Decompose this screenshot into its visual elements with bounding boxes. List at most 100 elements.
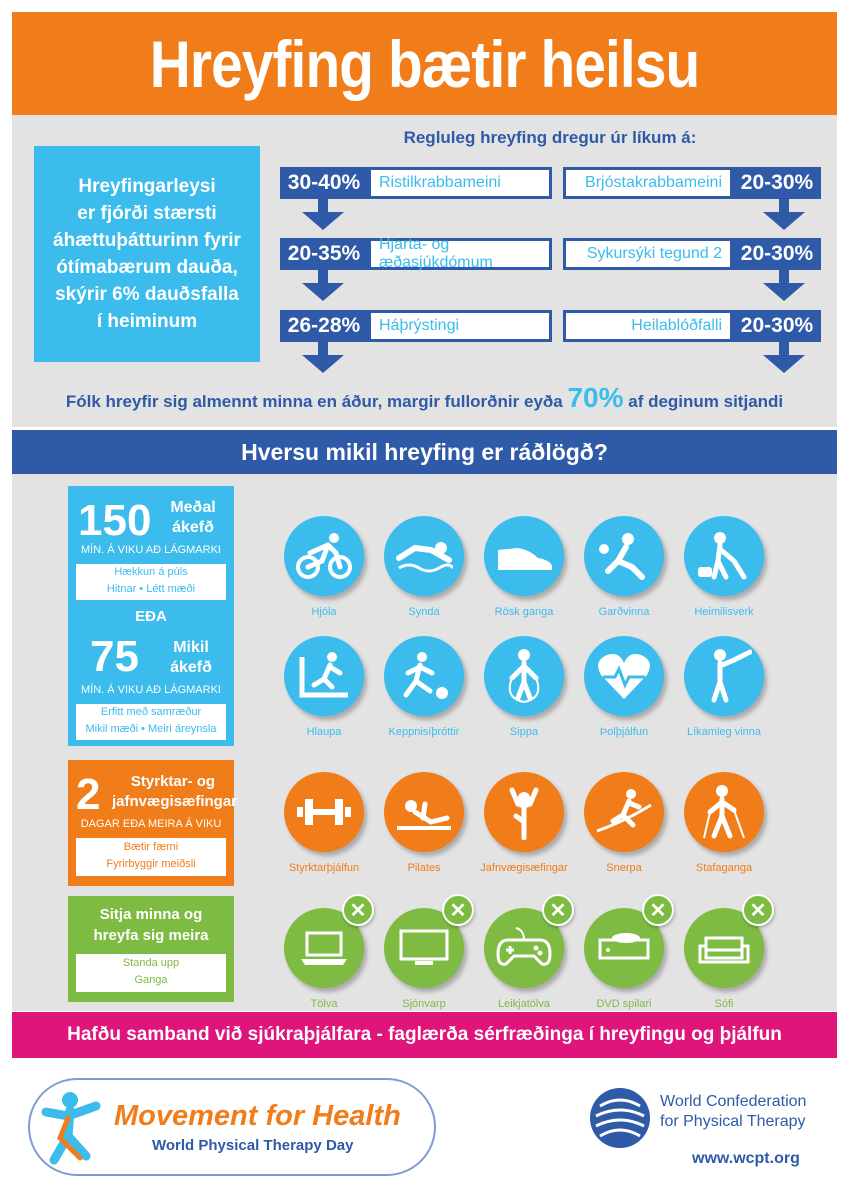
stat-percent: 20-35% [287, 242, 361, 265]
close-icon: ✕ [742, 894, 774, 926]
moderate-details: Hækkun á púls Hitnar • Létt mæði [76, 564, 226, 600]
activity-label: Tölva [310, 998, 338, 1010]
page-title: Hreyfing bætir heilsu [149, 26, 700, 101]
callout-line: í heiminum [96, 311, 198, 332]
activity-label: Sippa [509, 726, 539, 738]
intensity-line: ákefð [170, 659, 212, 676]
stat-label: Brjóstakrabbameini [566, 170, 730, 196]
nordic-walk-icon [684, 772, 764, 852]
activity-balance: Jafnvægisæfingar [474, 772, 574, 874]
avoid-computer: ✕ Tölva [274, 894, 374, 1010]
activity-label: Keppnisíþróttir [388, 726, 460, 738]
activity-nordic-walking: Stafaganga [674, 772, 774, 874]
stat-percent: 20-30% [740, 314, 814, 337]
recommendation-heading: Hversu mikil hreyfing er ráðlögð? [12, 430, 837, 474]
stat-colon-cancer: 30-40% Ristilkrabbameini [280, 167, 552, 199]
sit-line: Sitja minna og [99, 906, 203, 923]
activity-label: Hlaupa [306, 726, 342, 738]
movement-for-health-title: Movement for Health [114, 1100, 401, 1132]
activity-label: Stafaganga [695, 862, 753, 874]
activity-sports: Keppnisíþróttir [374, 636, 474, 738]
gamepad-icon: ✕ [484, 894, 574, 988]
detail-line: Mikil mæði • Meiri áreynsla [85, 723, 217, 735]
activity-label: Rösk ganga [494, 606, 554, 618]
activity-label: Synda [408, 606, 440, 618]
sit-less-box: Sitja minna og hreyfa sig meira Standa u… [68, 896, 234, 1002]
moderate-intensity-box: 150 Meðal ákefð MÍN. Á VIKU AÐ LÁGMARKI … [68, 486, 234, 606]
activity-label: Leikjatölva [498, 998, 550, 1010]
down-arrow-icon [302, 283, 344, 301]
activity-agility: Snerpa [574, 772, 674, 874]
activity-cycle: Hjóla [274, 516, 374, 618]
activity-label: Hjóla [311, 606, 337, 618]
activity-run: Hlaupa [274, 636, 374, 738]
balance-icon [484, 772, 564, 852]
intensity-line: Meðal [170, 499, 216, 516]
stat-diabetes: Sykursýki tegund 2 20-30% [563, 238, 821, 270]
activity-label: Garðvinna [598, 606, 650, 618]
treadmill-icon [284, 636, 364, 716]
detail-line: Fyrirbyggir meiðsli [106, 858, 196, 870]
moderate-intensity-label: Meðal ákefð [162, 498, 224, 538]
strength-label: Styrktar- og jafnvægisæfingar [112, 772, 237, 812]
wcpt-logo-icon [590, 1088, 650, 1148]
activity-housework: Heimilisverk [674, 516, 774, 618]
vacuum-icon [684, 516, 764, 596]
down-arrow-icon [302, 212, 344, 230]
agility-icon [584, 772, 664, 852]
wcpt-website-link[interactable]: www.wcpt.org [692, 1150, 800, 1167]
down-arrow-icon [302, 355, 344, 373]
activity-gardening: Garðvinna [574, 516, 674, 618]
activity-label: Sófi [714, 998, 734, 1010]
tv-icon: ✕ [384, 894, 474, 988]
strength-details: Bætir færni Fyrirbyggir meiðsli [76, 838, 226, 876]
laptop-icon: ✕ [284, 894, 374, 988]
moderate-minutes: 150 [78, 496, 152, 545]
detail-line: Hitnar • Létt mæði [106, 583, 196, 595]
activity-pilates: Pilates [374, 772, 474, 874]
inactivity-callout: Hreyfingarleysi er fjórði stærsti áhættu… [34, 146, 260, 362]
figure-logo-icon [41, 1092, 101, 1165]
avoid-dvd-player: ✕ DVD spilari [574, 894, 674, 1010]
sit-less-details: Standa upp Ganga [76, 954, 226, 992]
close-icon: ✕ [542, 894, 574, 926]
moderate-min-label: MÍN. Á VIKU AÐ LÁGMARKI [81, 544, 221, 556]
stat-breast-cancer: Brjóstakrabbameini 20-30% [563, 167, 821, 199]
close-icon: ✕ [642, 894, 674, 926]
down-arrow-icon [763, 355, 805, 373]
activity-label: Þolþjálfun [599, 726, 649, 738]
vigorous-intensity-label: Mikil ákefð [160, 638, 222, 678]
heart-icon [584, 636, 664, 716]
avoid-sofa: ✕ Sófi [674, 894, 774, 1010]
strength-days: 2 [76, 770, 101, 819]
world-pt-day: World Physical Therapy Day [152, 1137, 354, 1154]
close-icon: ✕ [442, 894, 474, 926]
activity-walk: Rösk ganga [474, 516, 574, 618]
stat-percent: 30-40% [287, 171, 361, 194]
wcpt-line: World Confederation [660, 1093, 807, 1110]
sitting-text-after: af deginum sitjandi [623, 392, 784, 411]
stat-percent: 20-30% [740, 171, 814, 194]
avoid-tv: ✕ Sjónvarp [374, 894, 474, 1010]
sitting-statement: Fólk hreyfir sig almennt minna en áður, … [12, 382, 837, 414]
activity-cardio: Þolþjálfun [574, 636, 674, 738]
intensity-line: Mikil [173, 639, 209, 656]
wcpt-line: for Physical Therapy [660, 1113, 806, 1130]
detail-line: Bætir færni [123, 841, 179, 853]
gardening-icon [584, 516, 664, 596]
callout-line: Hreyfingarleysi [78, 176, 216, 197]
callout-line: skýrir 6% dauðsfalla [55, 284, 239, 305]
callout-line: ótímabærum dauða, [56, 257, 238, 278]
football-icon [384, 636, 464, 716]
movement-for-health-logo [28, 1078, 436, 1176]
activity-label: Pilates [407, 862, 441, 874]
sit-less-label: Sitja minna og hreyfa sig meira [68, 904, 234, 946]
activity-label: Styrktarþjálfun [288, 862, 360, 874]
contact-banner: Hafðu samband við sjúkraþjálfara - faglæ… [12, 1012, 837, 1058]
dvd-icon: ✕ [584, 894, 674, 988]
shoe-icon [484, 516, 564, 596]
activity-strength: Styrktarþjálfun [274, 772, 374, 874]
or-divider: EÐA [68, 606, 234, 628]
risk-subtitle: Regluleg hreyfing dregur úr líkum á: [403, 128, 697, 147]
barbell-icon [284, 772, 364, 852]
